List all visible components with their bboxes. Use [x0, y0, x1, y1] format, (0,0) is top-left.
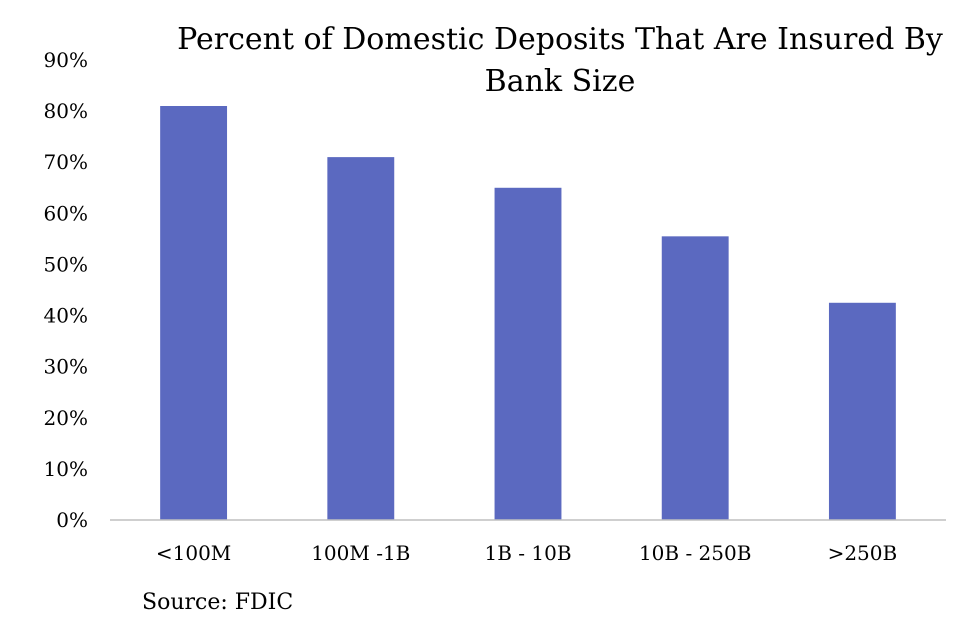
x-tick-label: >250B [828, 541, 898, 565]
y-tick-label: 90% [44, 48, 88, 72]
y-axis-tick-labels: 0% 10% 20% 30% 40% 50% 60% 70% 80% 90% [44, 48, 88, 532]
y-tick-label: 10% [44, 457, 88, 481]
bar [494, 187, 562, 520]
x-tick-label: 100M -1B [311, 541, 410, 565]
bar [661, 236, 729, 521]
bar [160, 106, 228, 520]
chart-title: Percent of Domestic Deposits That Are In… [177, 22, 943, 99]
x-tick-label: 1B - 10B [484, 541, 571, 565]
chart-title-line-1: Percent of Domestic Deposits That Are In… [177, 22, 943, 57]
y-tick-label: 20% [44, 406, 88, 430]
y-tick-label: 50% [44, 252, 88, 276]
y-tick-label: 80% [44, 99, 88, 123]
y-tick-label: 40% [44, 304, 88, 328]
source-note: Source: FDIC [142, 590, 293, 615]
x-axis-tick-labels: <100M 100M -1B 1B - 10B 10B - 250B >250B [156, 541, 897, 565]
chart-title-line-2: Bank Size [485, 64, 636, 99]
x-tick-label: 10B - 250B [639, 541, 752, 565]
bar [828, 302, 896, 520]
x-tick-label: <100M [156, 541, 231, 565]
y-tick-label: 30% [44, 355, 88, 379]
y-tick-label: 0% [56, 508, 88, 532]
bar [327, 157, 395, 520]
y-tick-label: 60% [44, 201, 88, 225]
bar-series [160, 106, 896, 521]
y-tick-label: 70% [44, 150, 88, 174]
